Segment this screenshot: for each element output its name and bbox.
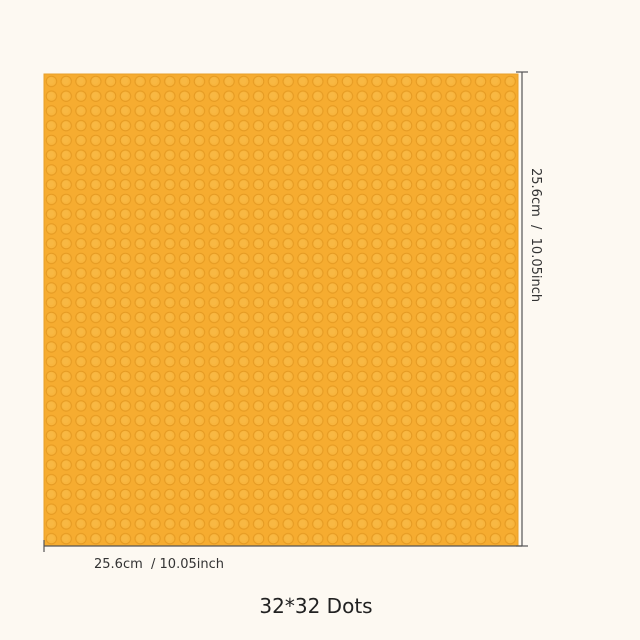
width-dimension bbox=[43, 540, 522, 552]
height-label: 25.6cm / 10.05inch bbox=[528, 168, 543, 302]
width-label: 25.6cm / 10.05inch bbox=[94, 557, 224, 572]
baseplate bbox=[43, 73, 519, 547]
caption: 32*32 Dots bbox=[259, 594, 372, 618]
